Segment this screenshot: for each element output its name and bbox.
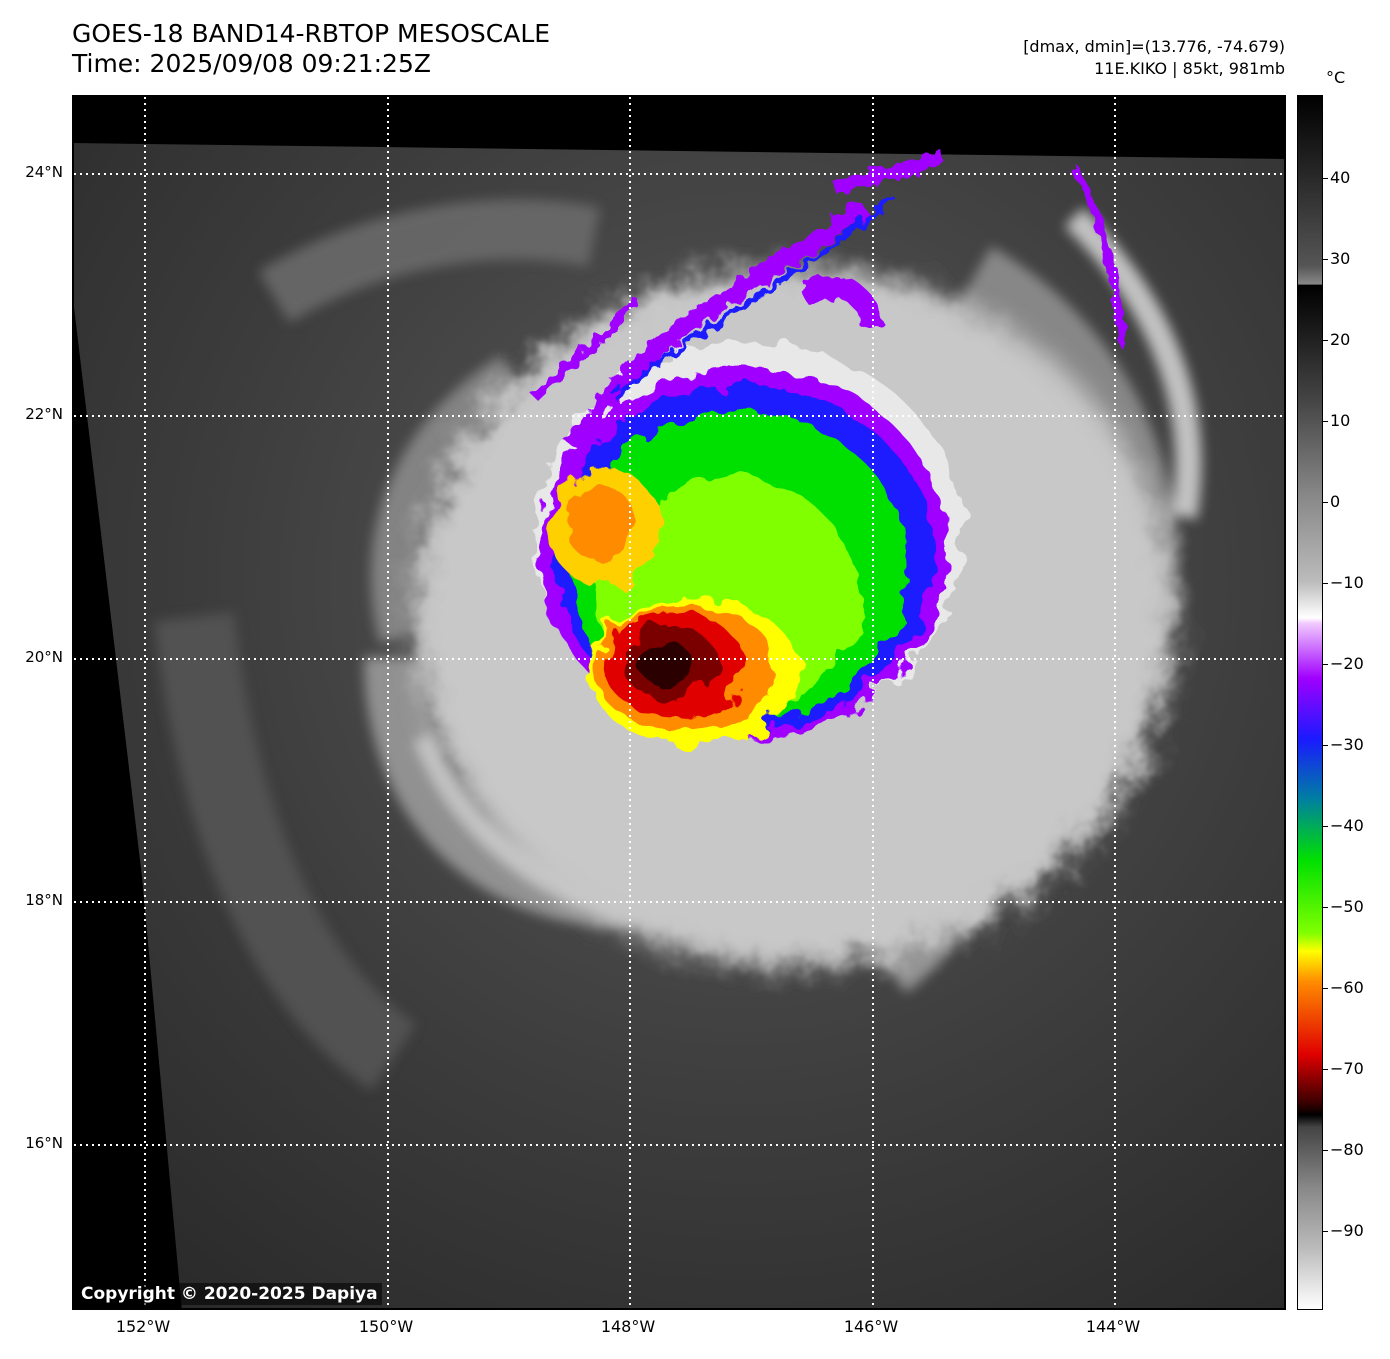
colorbar-tick — [1323, 421, 1328, 422]
colorbar — [1297, 95, 1323, 1310]
colorbar-tick-label: −30 — [1330, 735, 1364, 754]
colorbar-tick-label: −80 — [1330, 1140, 1364, 1159]
colorbar-tick-label: 0 — [1330, 492, 1341, 511]
colorbar-tick — [1323, 1231, 1328, 1232]
colorbar-tick — [1323, 502, 1328, 503]
data-range-text: [dmax, dmin]=(13.776, -74.679) — [1023, 37, 1285, 56]
map-title: GOES-18 BAND14-RBTOP MESOSCALE — [72, 19, 551, 48]
map-timestamp: Time: 2025/09/08 09:21:25Z — [72, 49, 431, 78]
colorbar-tick-label: 40 — [1330, 168, 1351, 187]
colorbar-tick — [1323, 259, 1328, 260]
longitude-label-152w: 152°W — [115, 1317, 171, 1336]
longitude-label-146w: 146°W — [843, 1317, 899, 1336]
colorbar-tick-label: −90 — [1330, 1221, 1364, 1240]
colorbar-tick — [1323, 826, 1328, 827]
copyright-notice: Copyright © 2020-2025 Dapiya — [77, 1283, 382, 1305]
colorbar-tick-label: 10 — [1330, 411, 1351, 430]
colorbar-tick-label: −50 — [1330, 897, 1364, 916]
satellite-map — [72, 95, 1286, 1310]
latitude-label-24n: 24°N — [25, 163, 63, 181]
longitude-label-144w: 144°W — [1085, 1317, 1141, 1336]
latitude-label-22n: 22°N — [25, 405, 63, 423]
colorbar-tick-label: −40 — [1330, 816, 1364, 835]
colorbar-tick-label: −60 — [1330, 978, 1364, 997]
longitude-label-150w: 150°W — [358, 1317, 414, 1336]
storm-info-text: 11E.KIKO | 85kt, 981mb — [1094, 59, 1285, 78]
colorbar-tick — [1323, 907, 1328, 908]
colorbar-tick — [1323, 1069, 1328, 1070]
colorbar-tick-label: 30 — [1330, 249, 1351, 268]
colorbar-tick-label: −10 — [1330, 573, 1364, 592]
colorbar-tick — [1323, 340, 1328, 341]
colorbar-tick-label: −20 — [1330, 654, 1364, 673]
colorbar-tick-label: 20 — [1330, 330, 1351, 349]
satellite-imagery — [74, 97, 1284, 1308]
latitude-label-16n: 16°N — [25, 1134, 63, 1152]
latitude-label-20n: 20°N — [25, 648, 63, 666]
graticule — [74, 97, 1284, 1308]
latitude-label-18n: 18°N — [25, 891, 63, 909]
colorbar-tick — [1323, 745, 1328, 746]
colorbar-tick-label: −70 — [1330, 1059, 1364, 1078]
colorbar-tick — [1323, 988, 1328, 989]
colorbar-unit: °C — [1326, 68, 1346, 87]
colorbar-tick — [1323, 664, 1328, 665]
colorbar-tick — [1323, 583, 1328, 584]
colorbar-tick — [1323, 178, 1328, 179]
colorbar-tick — [1323, 1150, 1328, 1151]
longitude-label-148w: 148°W — [600, 1317, 656, 1336]
